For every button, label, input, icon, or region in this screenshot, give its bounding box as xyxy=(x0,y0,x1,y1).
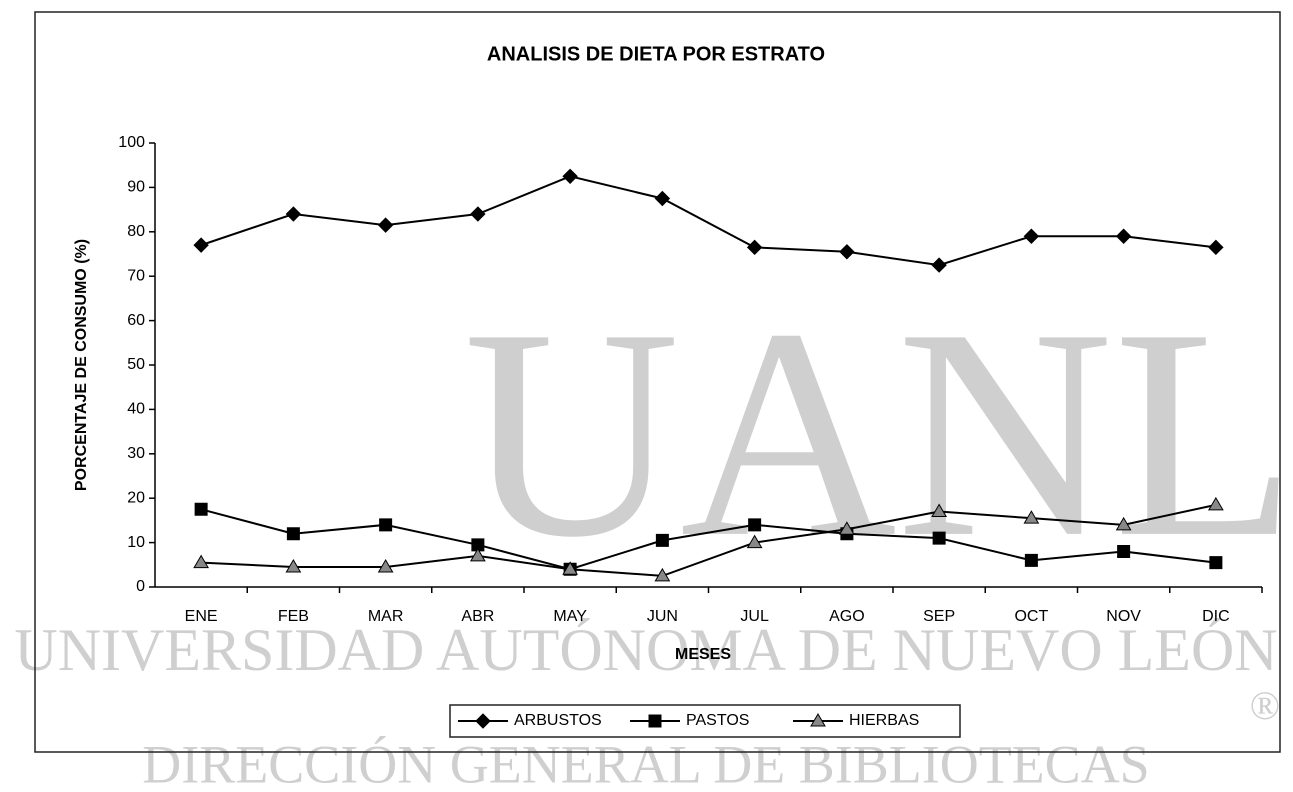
x-tick-label: ENE xyxy=(185,608,218,625)
y-tick-label: 80 xyxy=(127,223,145,240)
legend-marker xyxy=(810,713,826,727)
series-line xyxy=(200,175,1216,267)
marker xyxy=(377,559,394,573)
marker xyxy=(193,237,209,253)
marker xyxy=(746,534,763,549)
chart-frame xyxy=(34,11,1281,753)
marker xyxy=(1023,228,1040,244)
marker xyxy=(1115,228,1132,244)
marker xyxy=(931,257,947,273)
x-tick-label: ABR xyxy=(461,608,494,625)
x-tick-label: DIC xyxy=(1202,608,1230,625)
marker xyxy=(1208,496,1224,511)
marker xyxy=(654,190,671,207)
x-tick-label: AGO xyxy=(829,608,865,625)
marker xyxy=(1115,516,1132,531)
series-line xyxy=(200,508,1216,571)
x-axis-label: MESES xyxy=(675,646,731,663)
legend-label: HIERBAS xyxy=(849,712,919,729)
x-tick-label: JUL xyxy=(740,608,769,625)
marker xyxy=(470,206,486,222)
x-tick-label: MAY xyxy=(553,608,587,625)
x-tick-label: JUN xyxy=(647,608,678,625)
marker xyxy=(285,206,302,222)
x-tick-label: OCT xyxy=(1014,608,1048,625)
watermark-line: DIRECCIÓN GENERAL DE BIBLIOTECAS xyxy=(142,734,1149,792)
marker xyxy=(1023,510,1040,524)
marker xyxy=(471,538,485,552)
marker xyxy=(470,547,486,562)
x-tick-label: SEP xyxy=(923,608,955,625)
series-line xyxy=(201,503,1217,577)
marker xyxy=(1209,556,1223,570)
watermark-mark: ® xyxy=(1250,683,1280,728)
marker xyxy=(194,502,208,516)
legend xyxy=(449,704,961,738)
chart-title: ANALISIS DE DIETA POR ESTRATO xyxy=(487,43,825,65)
marker xyxy=(286,527,300,541)
x-tick-label: NOV xyxy=(1106,608,1141,625)
y-tick-label: 70 xyxy=(127,267,145,284)
y-tick-label: 50 xyxy=(127,356,145,373)
marker xyxy=(931,503,947,518)
marker xyxy=(748,518,762,532)
x-tick-label: MAR xyxy=(368,608,404,625)
y-tick-label: 90 xyxy=(127,179,145,196)
y-axis-label: PORCENTAJE DE CONSUMO (%) xyxy=(73,239,90,491)
marker xyxy=(379,518,393,532)
marker xyxy=(377,217,394,233)
y-tick-label: 100 xyxy=(118,134,145,151)
x-tick-label: FEB xyxy=(278,608,309,625)
marker xyxy=(562,561,578,575)
marker xyxy=(193,554,209,569)
y-tick-label: 60 xyxy=(127,312,145,329)
y-tick-label: 10 xyxy=(127,534,145,551)
marker xyxy=(1117,544,1131,558)
marker xyxy=(932,531,946,545)
marker xyxy=(1024,553,1038,567)
legend-label: PASTOS xyxy=(686,712,749,729)
marker xyxy=(746,239,763,256)
legend-label: ARBUSTOS xyxy=(514,712,602,729)
marker xyxy=(655,533,669,547)
marker xyxy=(1208,239,1224,256)
y-tick-label: 0 xyxy=(136,578,145,595)
y-tick-label: 20 xyxy=(127,489,145,506)
marker xyxy=(839,244,855,260)
legend-marker xyxy=(648,714,662,728)
watermark-line: UNIVERSIDAD AUTÓNOMA DE NUEVO LEÓN xyxy=(14,617,1277,683)
watermark-logo: UANL xyxy=(463,267,1293,599)
legend-marker xyxy=(475,713,491,729)
marker xyxy=(562,168,578,185)
marker xyxy=(285,559,302,573)
y-tick-label: 30 xyxy=(127,445,145,462)
marker xyxy=(839,521,855,535)
marker xyxy=(654,567,671,582)
y-tick-label: 40 xyxy=(127,401,145,418)
